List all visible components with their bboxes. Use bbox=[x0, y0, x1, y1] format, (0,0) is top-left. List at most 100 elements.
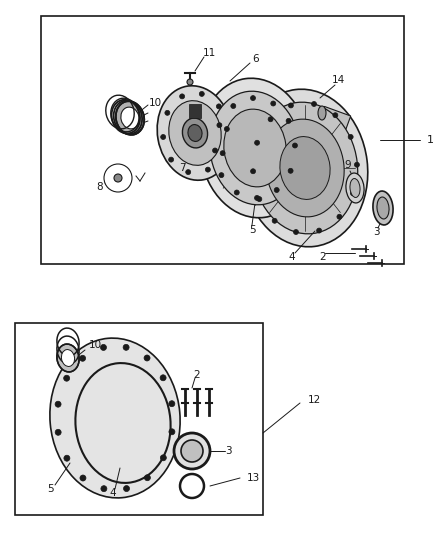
Bar bbox=[320, 107, 351, 129]
Circle shape bbox=[219, 173, 224, 177]
Circle shape bbox=[100, 344, 106, 350]
Circle shape bbox=[80, 356, 85, 361]
Ellipse shape bbox=[61, 350, 74, 367]
Ellipse shape bbox=[200, 78, 311, 218]
Bar bbox=[15, 323, 263, 515]
Circle shape bbox=[293, 230, 298, 235]
Circle shape bbox=[286, 118, 291, 123]
Text: 5: 5 bbox=[249, 225, 255, 235]
Text: 10: 10 bbox=[148, 98, 162, 108]
Circle shape bbox=[114, 174, 122, 182]
Text: 4: 4 bbox=[289, 252, 295, 262]
Circle shape bbox=[55, 429, 61, 435]
Circle shape bbox=[348, 134, 353, 140]
Text: 8: 8 bbox=[97, 182, 103, 192]
Text: 2: 2 bbox=[320, 252, 326, 262]
Circle shape bbox=[55, 401, 61, 407]
Circle shape bbox=[216, 104, 221, 109]
Ellipse shape bbox=[116, 101, 144, 135]
Circle shape bbox=[101, 486, 107, 491]
Ellipse shape bbox=[318, 106, 326, 120]
Circle shape bbox=[123, 344, 129, 350]
Ellipse shape bbox=[57, 344, 79, 372]
Ellipse shape bbox=[181, 440, 203, 462]
Ellipse shape bbox=[169, 101, 221, 165]
Ellipse shape bbox=[50, 338, 180, 498]
Circle shape bbox=[254, 196, 259, 200]
Ellipse shape bbox=[224, 109, 286, 187]
Circle shape bbox=[354, 162, 360, 167]
Circle shape bbox=[64, 375, 70, 381]
Circle shape bbox=[231, 103, 236, 109]
Text: 4: 4 bbox=[110, 488, 117, 498]
Ellipse shape bbox=[182, 118, 208, 148]
Ellipse shape bbox=[252, 102, 358, 234]
Ellipse shape bbox=[210, 91, 300, 205]
Ellipse shape bbox=[266, 119, 344, 217]
Circle shape bbox=[165, 110, 170, 115]
Bar bbox=[41, 16, 404, 264]
Text: 14: 14 bbox=[332, 75, 345, 85]
Circle shape bbox=[169, 429, 175, 435]
Circle shape bbox=[144, 355, 150, 361]
Text: 7: 7 bbox=[179, 163, 185, 173]
Text: 2: 2 bbox=[194, 370, 200, 380]
Ellipse shape bbox=[280, 136, 330, 199]
Circle shape bbox=[145, 475, 150, 481]
Circle shape bbox=[220, 151, 225, 156]
Circle shape bbox=[288, 168, 293, 173]
Text: 5: 5 bbox=[48, 484, 54, 494]
Text: 10: 10 bbox=[88, 340, 102, 350]
Circle shape bbox=[268, 117, 273, 122]
Circle shape bbox=[311, 101, 317, 107]
Circle shape bbox=[293, 143, 297, 148]
Circle shape bbox=[257, 197, 262, 201]
Bar bbox=[189, 104, 201, 118]
Circle shape bbox=[272, 219, 277, 223]
Circle shape bbox=[180, 94, 185, 99]
Ellipse shape bbox=[121, 107, 139, 129]
Ellipse shape bbox=[350, 179, 360, 197]
Circle shape bbox=[288, 103, 293, 108]
Circle shape bbox=[251, 169, 255, 174]
Circle shape bbox=[160, 375, 166, 381]
Circle shape bbox=[317, 228, 321, 233]
Ellipse shape bbox=[188, 125, 202, 141]
Circle shape bbox=[104, 164, 132, 192]
Circle shape bbox=[234, 190, 239, 195]
Circle shape bbox=[169, 401, 175, 407]
Circle shape bbox=[160, 455, 166, 461]
Circle shape bbox=[254, 140, 260, 146]
Circle shape bbox=[186, 169, 191, 175]
Text: 1: 1 bbox=[427, 135, 434, 145]
Circle shape bbox=[274, 188, 279, 192]
Circle shape bbox=[350, 191, 355, 196]
Text: 9: 9 bbox=[345, 160, 351, 170]
Text: 12: 12 bbox=[308, 395, 321, 405]
Ellipse shape bbox=[242, 89, 368, 247]
Text: 6: 6 bbox=[253, 54, 259, 64]
Circle shape bbox=[205, 167, 210, 172]
Circle shape bbox=[217, 123, 222, 128]
Circle shape bbox=[224, 126, 230, 132]
Ellipse shape bbox=[373, 191, 393, 225]
Text: 13: 13 bbox=[247, 473, 260, 483]
Circle shape bbox=[161, 134, 166, 140]
Circle shape bbox=[80, 475, 86, 481]
Circle shape bbox=[212, 148, 218, 153]
Circle shape bbox=[187, 79, 193, 85]
Circle shape bbox=[271, 101, 276, 106]
Text: 3: 3 bbox=[373, 227, 379, 237]
Text: 3: 3 bbox=[225, 446, 231, 456]
Circle shape bbox=[64, 455, 70, 461]
Circle shape bbox=[199, 92, 204, 96]
Circle shape bbox=[251, 95, 255, 101]
Ellipse shape bbox=[377, 197, 389, 219]
Ellipse shape bbox=[157, 86, 233, 180]
Ellipse shape bbox=[174, 433, 210, 469]
Circle shape bbox=[333, 112, 338, 118]
Circle shape bbox=[337, 214, 342, 219]
Ellipse shape bbox=[346, 173, 364, 203]
Text: 11: 11 bbox=[202, 48, 215, 58]
Circle shape bbox=[124, 486, 130, 491]
